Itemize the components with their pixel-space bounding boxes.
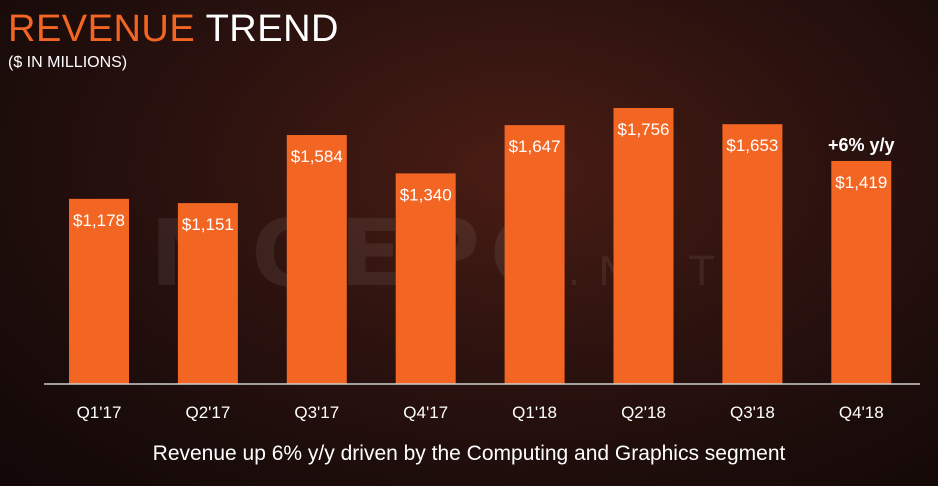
chart-subtitle: ($ IN MILLIONS) xyxy=(8,54,128,71)
footer-caption: Revenue up 6% y/y driven by the Computin… xyxy=(152,442,786,465)
title-part-trend: TREND xyxy=(205,8,339,50)
revenue-bar-chart: $1,178 Q1'17 $1,151 Q2'17 $1,584 Q3'17 $1,340 Q… xyxy=(44,108,920,422)
growth-annotation: +6% y/y xyxy=(828,135,895,155)
bar-value-label: $1,419 xyxy=(835,173,887,192)
bar-value-label: $1,756 xyxy=(618,120,670,139)
title-part-revenue: REVENUE xyxy=(8,8,196,50)
bar-value-label: $1,653 xyxy=(726,136,778,155)
bar xyxy=(395,173,456,384)
x-tick-label: Q4'17 xyxy=(403,403,448,422)
bar-value-label: $1,647 xyxy=(509,137,561,156)
bar xyxy=(177,203,238,384)
x-tick-label: Q2'18 xyxy=(621,403,666,422)
page-title: REVENUE TREND xyxy=(8,4,339,54)
bar xyxy=(613,108,674,384)
bar xyxy=(722,124,783,385)
x-tick-label: Q1'17 xyxy=(77,403,122,422)
bar xyxy=(504,125,565,385)
bar xyxy=(69,198,129,384)
bar-value-label: $1,151 xyxy=(182,215,234,234)
bar xyxy=(286,135,347,384)
x-tick-label: Q2'17 xyxy=(185,403,230,422)
x-tick-label: Q3'18 xyxy=(730,403,775,422)
bar xyxy=(831,160,892,384)
bar-value-label: $1,584 xyxy=(291,147,343,166)
x-tick-label: Q4'18 xyxy=(839,403,884,422)
bar-value-label: $1,340 xyxy=(400,185,452,204)
x-tick-label: Q3'17 xyxy=(294,403,339,422)
bars-group: $1,178 Q1'17 $1,151 Q2'17 $1,584 Q3'17 $1,340 Q… xyxy=(69,108,895,422)
bar-value-label: $1,178 xyxy=(73,211,125,230)
x-tick-label: Q1'18 xyxy=(512,403,557,422)
